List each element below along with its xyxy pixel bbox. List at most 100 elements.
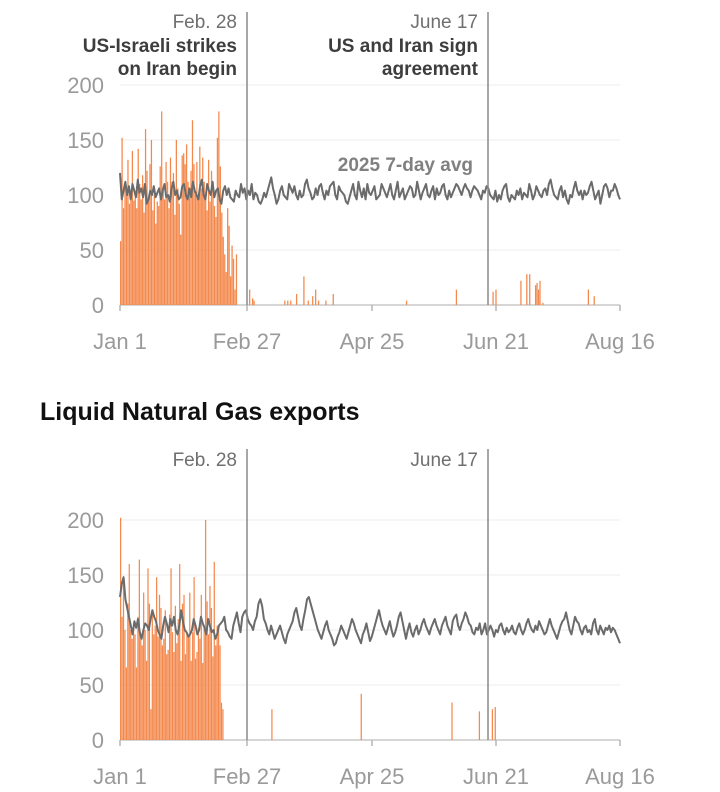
bar	[127, 603, 129, 740]
bar	[152, 210, 154, 305]
bar	[193, 577, 195, 740]
bar	[587, 289, 590, 305]
bar	[190, 660, 192, 740]
bar	[227, 208, 229, 305]
event-label: US and Iran sign	[328, 36, 478, 57]
bar	[520, 280, 522, 305]
x-tick-label: Feb 27	[213, 329, 282, 354]
bar	[131, 638, 133, 740]
bar	[128, 203, 131, 305]
bar	[127, 159, 129, 305]
y-tick-label: 150	[67, 128, 104, 153]
bar	[212, 181, 214, 305]
bar	[124, 630, 126, 740]
bar	[295, 294, 298, 305]
bar	[159, 166, 161, 305]
bar	[234, 289, 236, 305]
bar	[136, 208, 138, 305]
bar	[224, 254, 226, 305]
bar	[134, 192, 136, 305]
bar	[144, 129, 147, 305]
bar	[332, 294, 334, 305]
bar	[180, 660, 182, 740]
bar	[163, 199, 166, 305]
y-tick-label: 0	[92, 293, 104, 318]
bar	[181, 603, 184, 740]
event-label: on Iran begin	[118, 59, 237, 80]
bar	[539, 280, 541, 305]
bar	[185, 144, 188, 305]
event-label: US-Israeli strikes	[83, 36, 237, 57]
bar	[253, 300, 255, 305]
bar	[303, 276, 305, 305]
bar	[451, 702, 453, 740]
y-tick-label: 200	[67, 508, 104, 533]
y-tick-label: 200	[67, 73, 104, 98]
x-tick-label: Feb 27	[213, 764, 282, 789]
bar	[122, 208, 125, 305]
bar	[125, 192, 128, 305]
bar	[128, 564, 130, 740]
bar	[175, 140, 177, 305]
bar	[235, 254, 238, 305]
bar	[168, 208, 170, 305]
bar	[187, 634, 189, 740]
event-date: June 17	[410, 12, 478, 33]
bar	[495, 289, 497, 305]
bar	[161, 111, 163, 306]
bar	[137, 616, 139, 740]
avg-line	[119, 172, 621, 205]
bar	[200, 188, 202, 305]
bar	[168, 614, 171, 740]
bar	[151, 614, 153, 740]
bar	[173, 652, 175, 740]
x-tick-label: Jun 21	[463, 764, 529, 789]
event-label: agreement	[382, 59, 479, 80]
bar	[218, 111, 220, 306]
bar	[179, 564, 181, 740]
event-date: Feb. 28	[173, 450, 237, 471]
bar	[287, 300, 289, 305]
bar	[150, 709, 152, 740]
bar	[121, 616, 123, 740]
bar	[197, 197, 199, 305]
bar	[215, 645, 217, 740]
bar	[196, 652, 198, 740]
bar	[154, 625, 156, 740]
avg-line	[119, 576, 621, 647]
bar	[120, 241, 122, 305]
bar	[166, 654, 168, 740]
bar	[122, 581, 125, 740]
bar	[492, 291, 494, 305]
bar	[249, 289, 251, 305]
bar	[203, 625, 205, 740]
bar	[210, 170, 213, 305]
bar	[157, 636, 159, 740]
event-date: Feb. 28	[173, 12, 237, 33]
y-tick-label: 100	[67, 618, 104, 643]
bar	[132, 627, 135, 740]
bar	[166, 181, 169, 305]
bar	[187, 181, 189, 305]
bar	[494, 707, 496, 740]
bar	[140, 199, 142, 305]
bar	[203, 181, 205, 305]
bar	[216, 625, 218, 740]
bar	[202, 663, 204, 740]
bar	[150, 140, 153, 305]
y-tick-label: 100	[67, 183, 104, 208]
bar	[186, 634, 188, 740]
bar	[196, 162, 198, 305]
bar	[121, 137, 123, 305]
bar	[133, 200, 135, 305]
bar	[193, 164, 195, 305]
bar	[194, 658, 197, 740]
bar	[145, 660, 148, 740]
bar	[529, 274, 531, 305]
bar	[317, 300, 320, 305]
bar	[181, 155, 183, 305]
bar	[229, 276, 232, 305]
bar	[213, 561, 215, 740]
bar	[312, 296, 314, 305]
